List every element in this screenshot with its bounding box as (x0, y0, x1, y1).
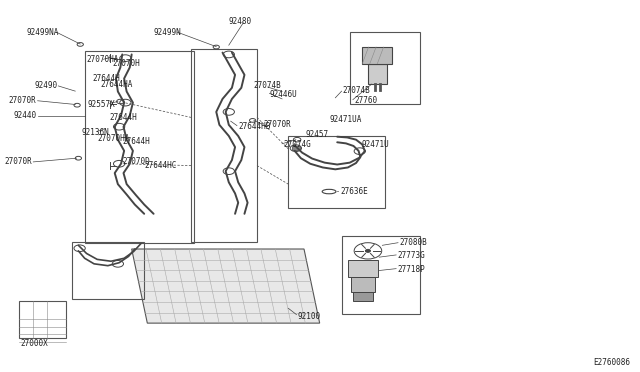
Text: 92480: 92480 (228, 17, 252, 26)
Text: 27644H: 27644H (122, 137, 150, 146)
Bar (191, 49, 257, 241)
Text: 27644HB: 27644HB (238, 122, 271, 131)
Text: 27773G: 27773G (397, 251, 425, 260)
Text: 92471U: 92471U (362, 140, 389, 149)
Text: 27718P: 27718P (397, 265, 425, 274)
Text: 92100: 92100 (298, 312, 321, 321)
Text: 27644HC: 27644HC (144, 161, 177, 170)
Text: 27644H: 27644H (92, 74, 120, 83)
Text: 92499NA: 92499NA (26, 28, 59, 37)
Text: 27070HA: 27070HA (97, 134, 129, 143)
Text: 92457: 92457 (305, 130, 328, 140)
Bar (289, 136, 385, 208)
Bar (72, 241, 144, 299)
Text: 92446U: 92446U (269, 90, 298, 99)
Text: 27000X: 27000X (20, 339, 49, 348)
Bar (351, 277, 375, 292)
Bar (348, 260, 378, 277)
Text: 27636E: 27636E (340, 187, 368, 196)
Bar (342, 236, 420, 314)
Text: 27070HA: 27070HA (86, 55, 119, 64)
Text: 92471UA: 92471UA (329, 115, 362, 124)
Bar (368, 64, 387, 84)
Bar (19, 301, 66, 338)
Bar (349, 32, 420, 105)
Text: 27074B: 27074B (254, 81, 282, 90)
Bar (362, 47, 392, 64)
Text: 92499N: 92499N (154, 28, 181, 37)
Text: 92490: 92490 (35, 81, 58, 90)
Text: 92557X: 92557X (88, 100, 116, 109)
Text: 27074B: 27074B (343, 86, 371, 95)
Text: 27074G: 27074G (284, 140, 311, 149)
Text: 27070R: 27070R (8, 96, 36, 105)
Text: 92136N: 92136N (81, 128, 109, 137)
Text: 27070R: 27070R (5, 157, 33, 166)
Text: 27070R: 27070R (263, 121, 291, 129)
Polygon shape (132, 249, 319, 323)
Text: 27644HA: 27644HA (100, 80, 132, 89)
Text: E2760086: E2760086 (593, 357, 630, 366)
Text: 27760: 27760 (354, 96, 377, 105)
Circle shape (365, 249, 371, 252)
Text: 92440: 92440 (13, 111, 36, 120)
Text: 27644H: 27644H (109, 113, 138, 122)
Text: 27070D: 27070D (122, 157, 150, 166)
Bar (292, 146, 300, 150)
Text: 27070H: 27070H (113, 59, 141, 68)
Bar (84, 51, 195, 243)
Bar (353, 292, 373, 301)
Text: 27080B: 27080B (400, 238, 428, 247)
